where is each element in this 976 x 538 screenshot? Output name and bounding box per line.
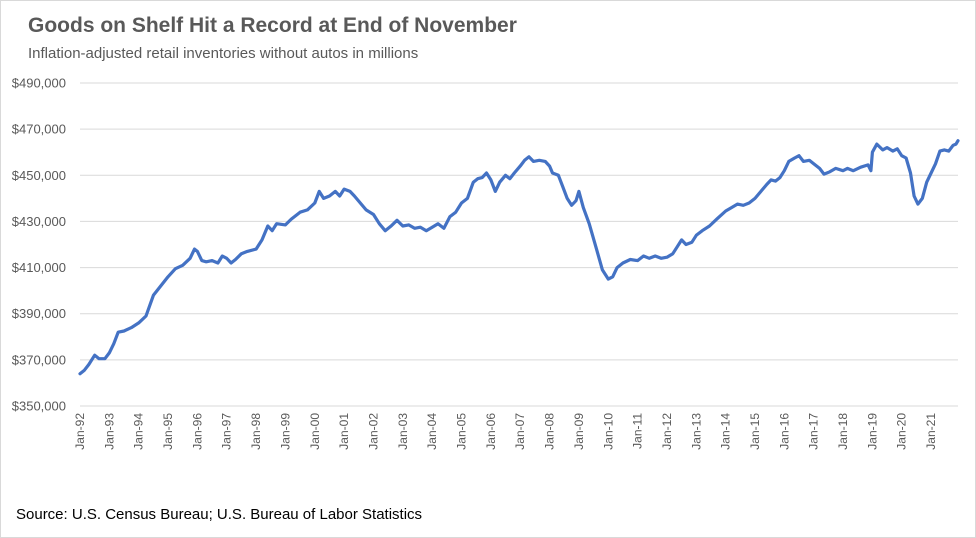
y-tick-label: $350,000 [12, 399, 66, 414]
x-tick-label: Jan-18 [836, 413, 850, 450]
series-line-inventories [78, 139, 960, 376]
x-tick-label: Jan-14 [719, 413, 733, 450]
x-axis-tick-labels: Jan-92 Jan-93 Jan-94 Jan-95 Jan-96 Jan-97 Jan-… [73, 413, 938, 450]
y-axis-tick-labels: $350,000 $370,000 $390,000 $410,000 $430,000… [12, 76, 66, 414]
x-tick-label: Jan-20 [895, 413, 909, 450]
y-tick-label: $370,000 [12, 352, 66, 367]
x-tick-label: Jan-02 [366, 413, 380, 450]
x-tick-label: Jan-95 [161, 413, 175, 450]
x-tick-label: Jan-07 [513, 413, 527, 450]
x-tick-label: Jan-17 [807, 413, 821, 450]
y-tick-label: $390,000 [12, 306, 66, 321]
x-tick-label: Jan-06 [484, 413, 498, 450]
x-tick-label: Jan-94 [132, 413, 146, 450]
x-tick-label: Jan-92 [73, 413, 87, 450]
y-tick-label: $490,000 [12, 76, 66, 91]
gridlines [80, 82, 958, 407]
x-tick-label: Jan-05 [455, 413, 469, 450]
x-tick-label: Jan-93 [102, 413, 116, 450]
chart-title: Goods on Shelf Hit a Record at End of No… [28, 14, 517, 37]
y-tick-label: $450,000 [12, 168, 66, 183]
x-tick-label: Jan-99 [278, 413, 292, 450]
x-tick-label: Jan-98 [249, 413, 263, 450]
source-note: Source: U.S. Census Bureau; U.S. Bureau … [16, 506, 423, 523]
x-tick-label: Jan-03 [396, 413, 410, 450]
series-layer [78, 139, 960, 376]
x-tick-label: Jan-16 [777, 413, 791, 450]
y-tick-label: $430,000 [12, 214, 66, 229]
x-tick-label: Jan-12 [660, 413, 674, 450]
x-tick-label: Jan-00 [308, 413, 322, 450]
x-tick-label: Jan-19 [865, 413, 879, 450]
x-tick-label: Jan-15 [748, 413, 762, 450]
y-tick-label: $410,000 [12, 260, 66, 275]
x-tick-label: Jan-96 [190, 413, 204, 450]
x-tick-label: Jan-08 [543, 413, 557, 450]
x-tick-label: Jan-13 [689, 413, 703, 450]
x-tick-label: Jan-21 [924, 413, 938, 450]
x-tick-label: Jan-01 [337, 413, 351, 450]
x-tick-label: Jan-11 [631, 413, 645, 449]
x-tick-label: Jan-97 [220, 413, 234, 450]
x-tick-label: Jan-09 [572, 413, 586, 450]
y-tick-label: $470,000 [12, 122, 66, 137]
x-tick-label: Jan-10 [601, 413, 615, 450]
x-tick-label: Jan-04 [425, 413, 439, 450]
chart-subtitle: Inflation-adjusted retail inventories wi… [28, 45, 419, 62]
